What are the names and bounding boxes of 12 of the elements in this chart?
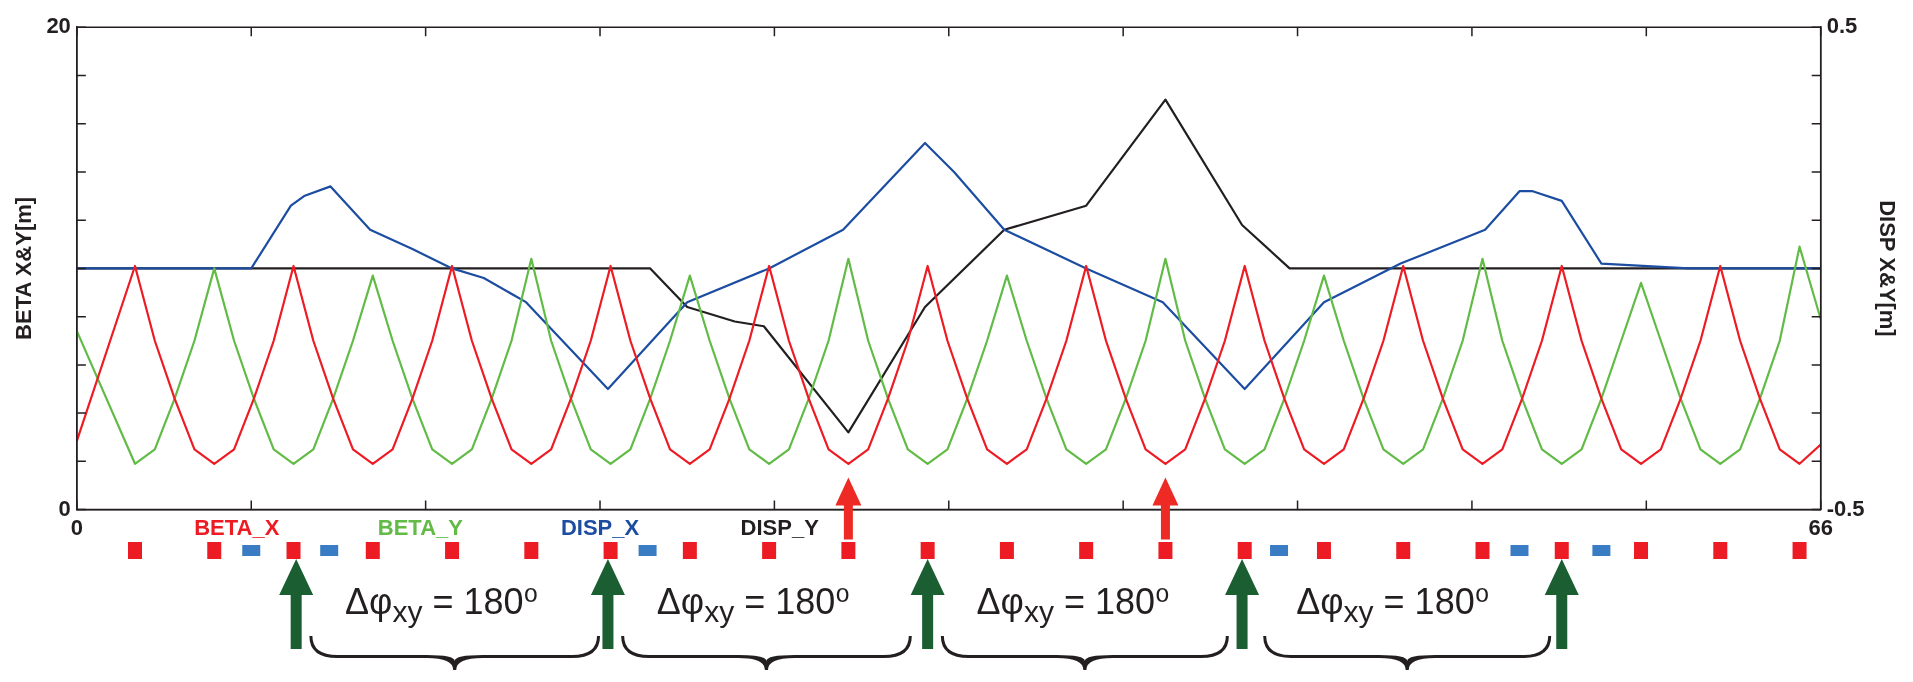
y-axis-title: BETA X&Y[m] xyxy=(11,196,37,340)
y-tick-label: 20 xyxy=(46,13,71,39)
text: Δφ$_{xy}$ = 180⁰ xyxy=(1295,580,1491,631)
text: Δφ$_{xy}$ = 180⁰ xyxy=(655,580,851,631)
y2-tick-label: 0.5 xyxy=(1826,13,1858,39)
text: DISP_Y xyxy=(740,514,820,540)
text: Δφ$_{xy}$ = 180⁰ xyxy=(344,580,539,631)
text: Δφ$_{xy}$ = 180⁰ xyxy=(975,580,1171,631)
text: BETA_Y xyxy=(377,514,464,540)
text: DISP_X xyxy=(560,514,640,540)
y2-axis-title: DISP X&Y[m] xyxy=(1874,200,1900,337)
text: BETA_X xyxy=(194,514,280,540)
